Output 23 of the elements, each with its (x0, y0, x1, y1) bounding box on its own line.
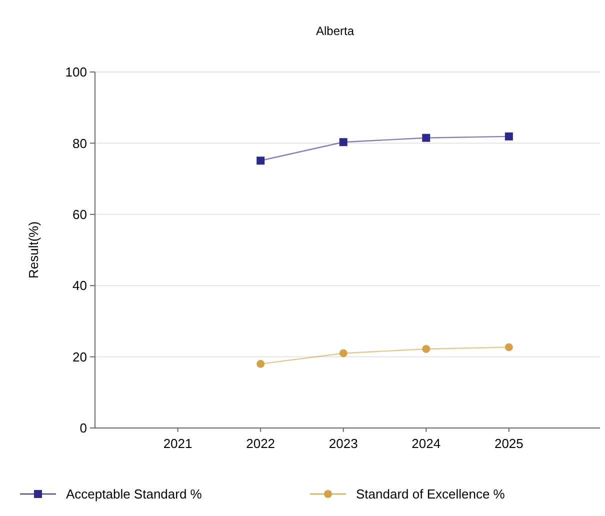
y-tick-label: 20 (72, 349, 87, 364)
y-axis-title: Result(%) (26, 221, 41, 279)
point (256, 360, 265, 368)
point (339, 349, 348, 358)
legend-label: Acceptable Standard % (66, 486, 202, 502)
y-tick-label: 100 (65, 64, 87, 80)
x-tick-label: 2022 (246, 436, 276, 451)
point (422, 134, 430, 142)
x-tick-label: 2025 (494, 436, 524, 451)
chart-title: Alberta (316, 24, 354, 38)
x-tick-label: 2021 (163, 436, 192, 451)
y-tick-label: 80 (72, 136, 87, 151)
legend-label: Standard of Excellence % (356, 486, 506, 502)
point (504, 343, 513, 352)
y-tick-label: 40 (72, 278, 87, 294)
y-tick-label: 60 (72, 206, 87, 222)
x-tick-label: 2024 (412, 436, 441, 451)
point (422, 344, 430, 353)
point (339, 138, 348, 146)
point (504, 132, 513, 140)
point (256, 156, 265, 165)
y-tick-label: 0 (80, 420, 87, 436)
x-tick-label: 2023 (328, 436, 358, 451)
